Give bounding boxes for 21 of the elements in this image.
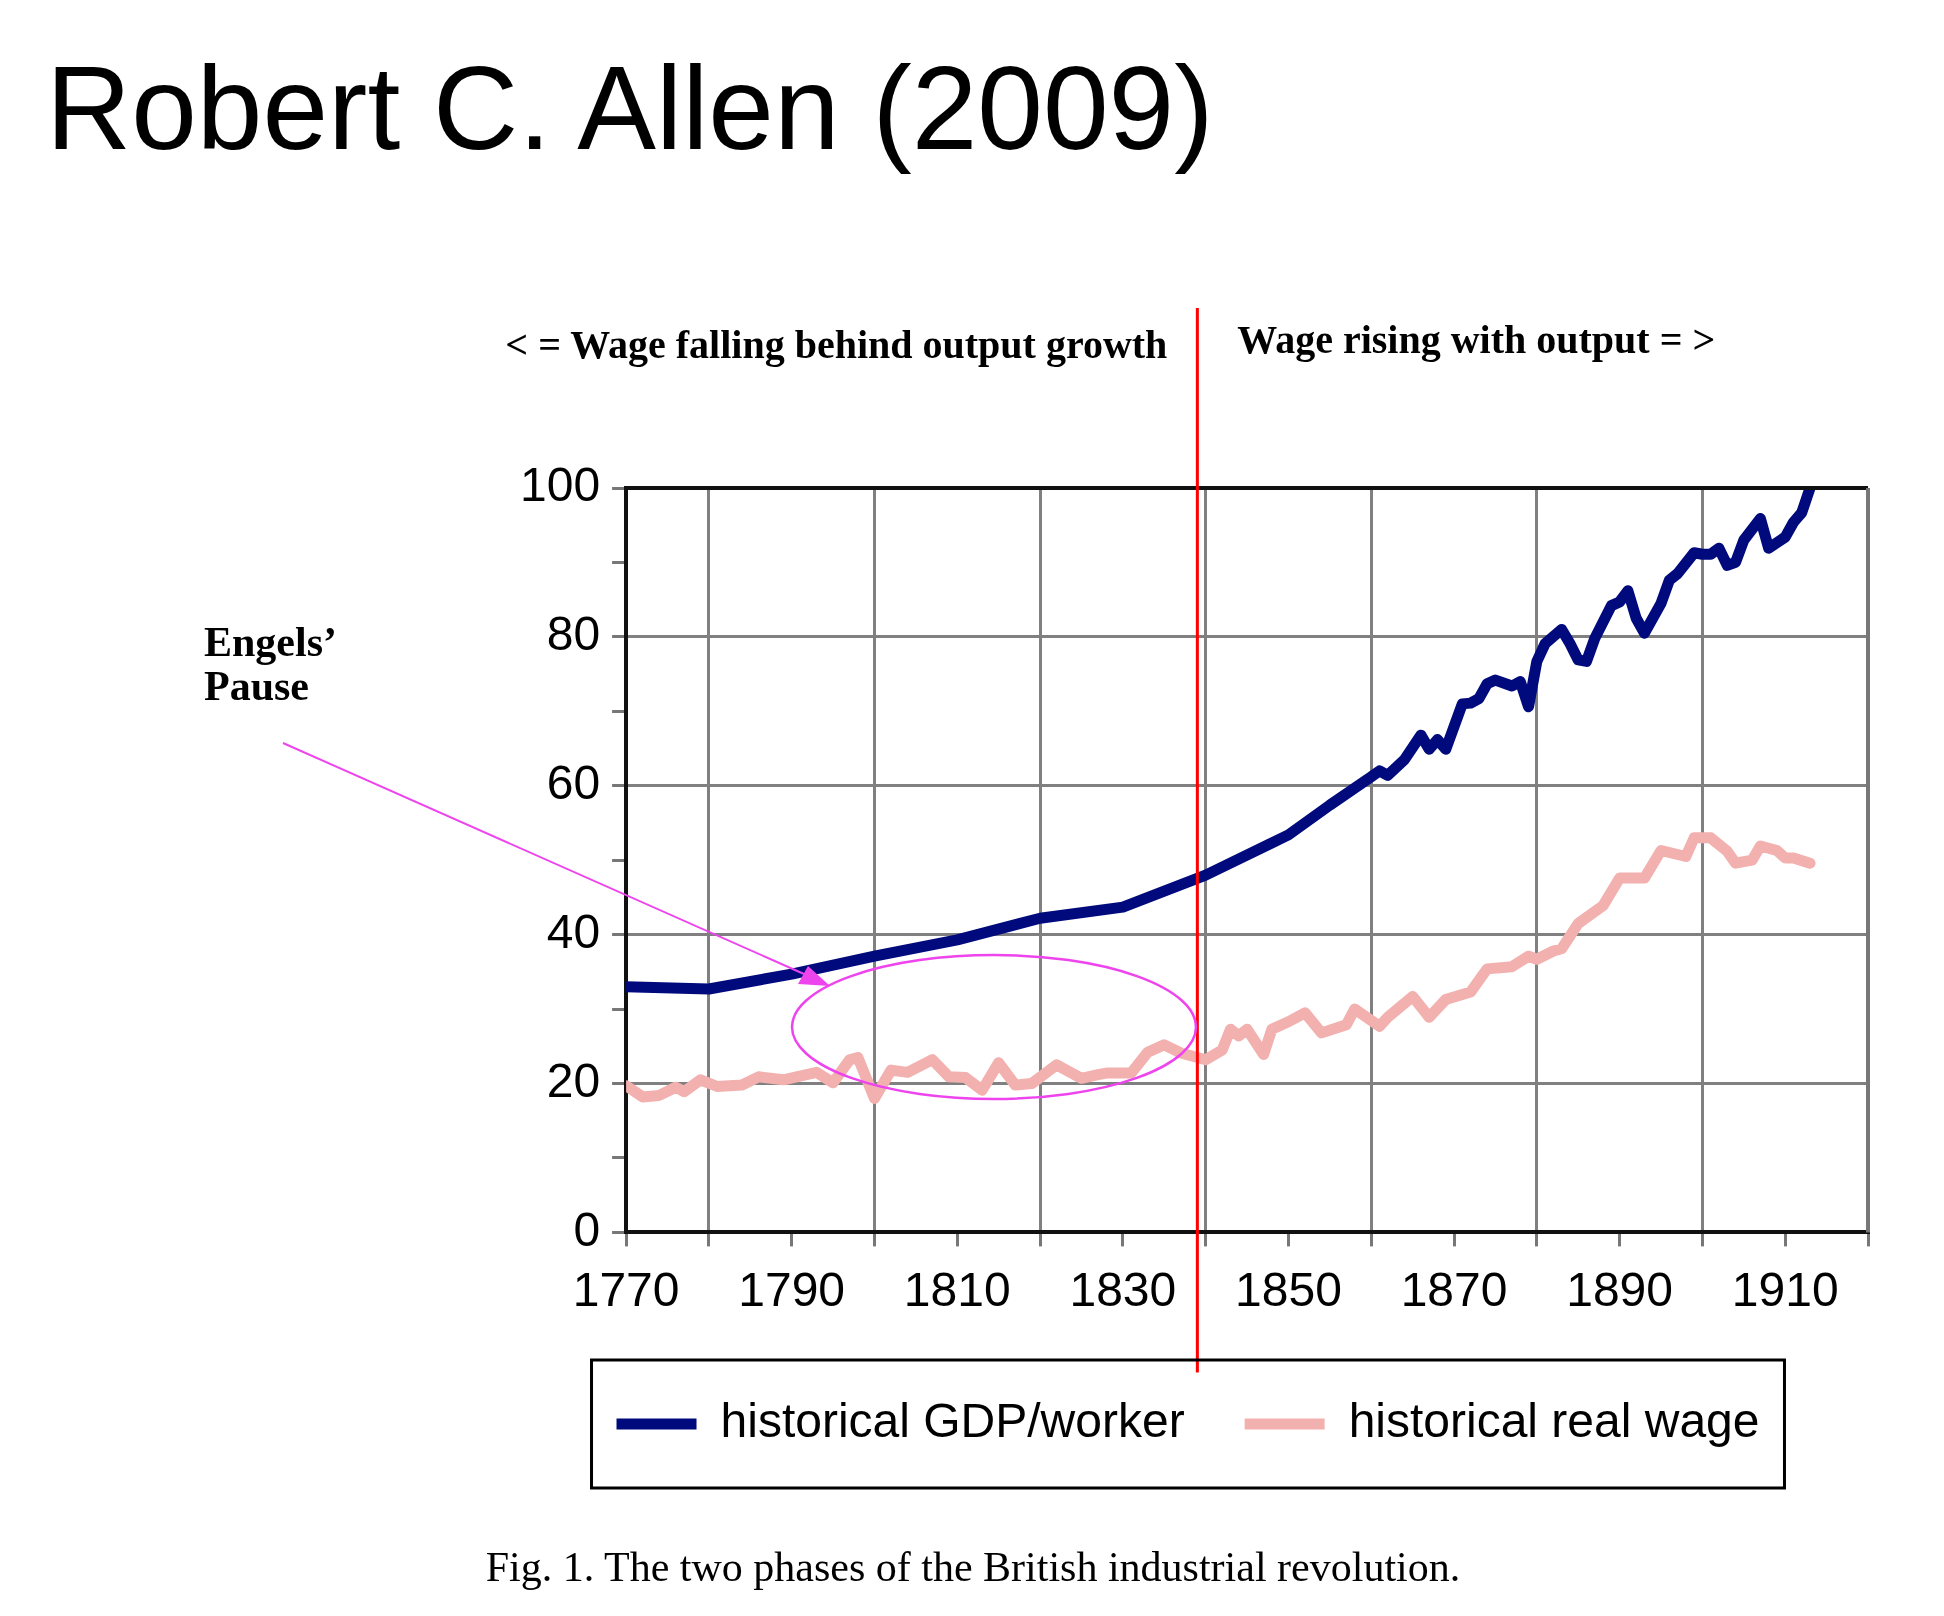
x-tick-label: 1890 — [1566, 1263, 1674, 1317]
text: Engels’ Pause — [204, 619, 335, 710]
x-tick-label: 1850 — [1235, 1263, 1342, 1317]
y-tick-label: 100 — [519, 458, 601, 512]
x-tick-label: 1810 — [903, 1263, 1011, 1317]
legend-label: historical real wage — [1348, 1394, 1760, 1448]
chart-title: Robert C. Allen (2009) — [46, 41, 1214, 176]
text: < = Wage falling behind output growth — [505, 322, 1168, 368]
y-tick-label: 60 — [546, 755, 601, 809]
x-tick-label: 1830 — [1069, 1263, 1177, 1317]
y-tick-label: 20 — [546, 1053, 601, 1107]
y-tick-label: 0 — [573, 1202, 601, 1256]
y-tick-label: 40 — [546, 904, 601, 958]
x-tick-label: 1790 — [738, 1263, 846, 1317]
y-tick-label: 80 — [546, 607, 601, 661]
x-tick-label: 1770 — [572, 1263, 680, 1317]
caption: Fig. 1. The two phases of the British industrial revolution. — [484, 1543, 1462, 1591]
legend-label: historical GDP/worker — [720, 1394, 1185, 1448]
x-tick-label: 1910 — [1731, 1263, 1839, 1317]
x-tick-label: 1870 — [1400, 1263, 1508, 1317]
text: Wage rising with output = > — [1237, 317, 1716, 363]
